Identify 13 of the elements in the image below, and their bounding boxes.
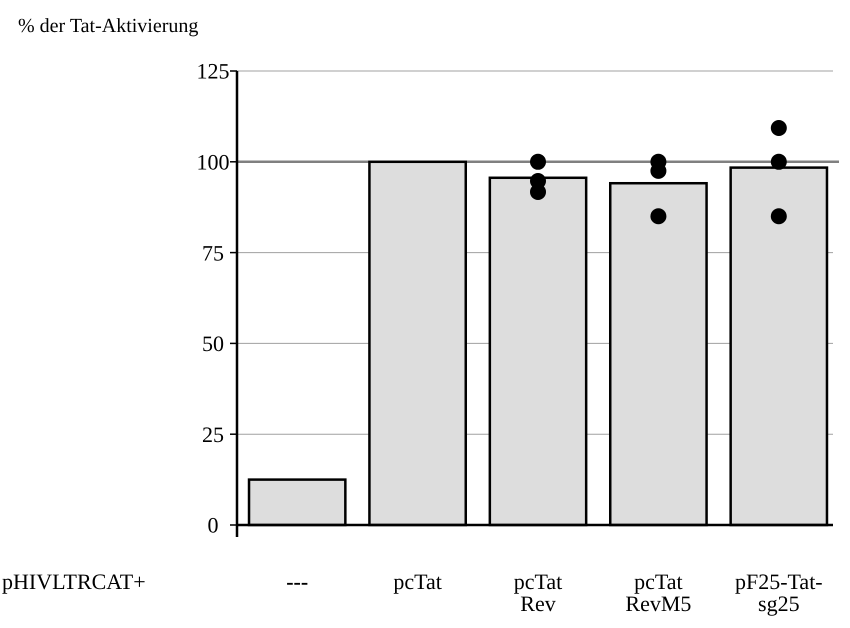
y-tick-label: 125 xyxy=(196,58,230,84)
y-tick-label: 100 xyxy=(196,150,230,174)
x-tick-label: pcTat Rev xyxy=(514,569,562,616)
x-tick-label: --- xyxy=(286,569,308,594)
y-tick-label: 0 xyxy=(208,512,218,538)
y-tick-label: 25 xyxy=(202,422,224,447)
x-tick-label: pcTat RevM5 xyxy=(625,569,692,616)
text: pHIVLTRCAT+ xyxy=(2,569,146,594)
y-tick-label: 50 xyxy=(202,331,224,356)
y-tick-label: 75 xyxy=(202,240,224,266)
x-tick-label: pF25-Tat- sg25 xyxy=(734,569,823,616)
x-tick-label: pcTat xyxy=(393,569,442,594)
y-axis-title: % der Tat-Aktivierung xyxy=(18,15,198,37)
